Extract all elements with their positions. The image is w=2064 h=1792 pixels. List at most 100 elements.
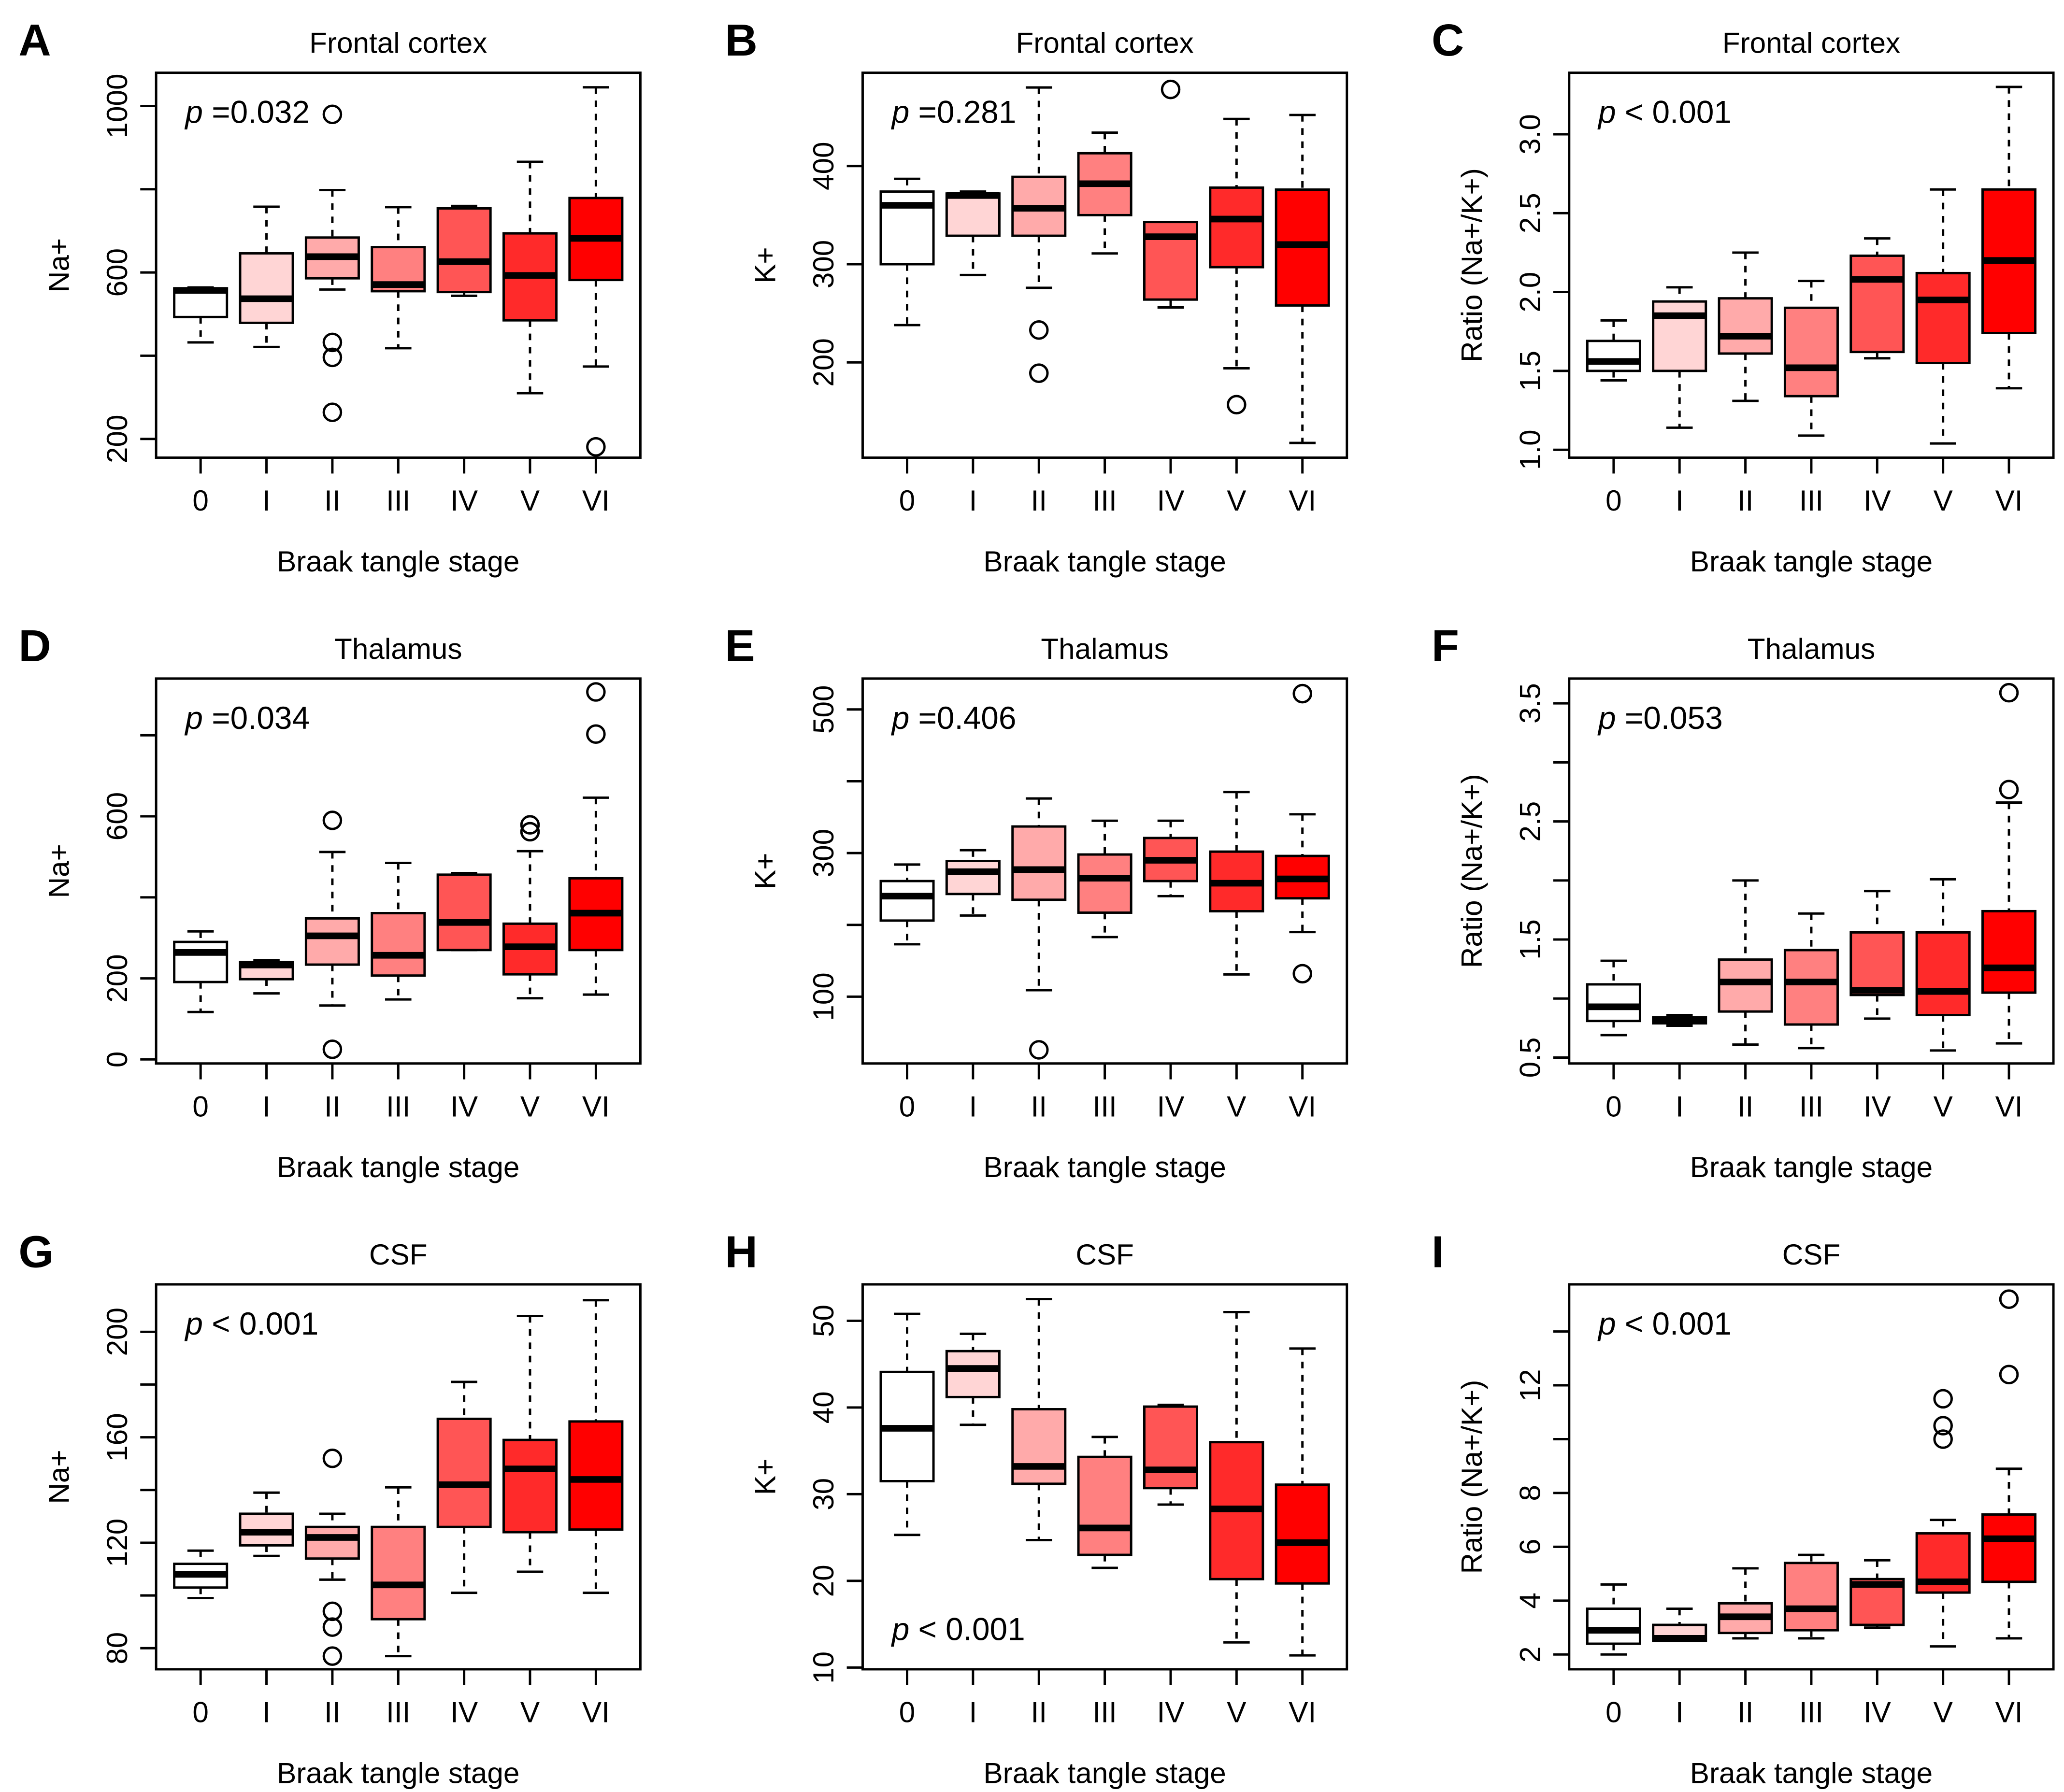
box-stage-ii	[1718, 1567, 1773, 1640]
y-tick-label: 200	[807, 338, 840, 387]
iqr-box	[1586, 340, 1641, 372]
box-stage-i	[239, 205, 294, 348]
y-tick-label: 1000	[100, 74, 133, 139]
iqr-box	[1209, 186, 1264, 269]
iqr-box	[1981, 910, 2037, 994]
p-value-annotation: p < 0.001	[184, 1306, 318, 1341]
box-stage-0	[173, 930, 229, 1013]
x-axis-label: Braak tangle stage	[1690, 545, 1933, 578]
panel-label: B	[725, 15, 758, 65]
panel-c: C Frontal cortex 1.0 1.5 2.0 2.5 3.0 Ratio (Na+…	[1432, 15, 2055, 578]
p-value-annotation: p =0.406	[891, 700, 1017, 736]
y-tick-label: 8	[1514, 1485, 1547, 1501]
y-tick-label: 120	[100, 1519, 133, 1567]
panel-label: H	[725, 1226, 758, 1277]
box-stage-iii	[371, 1486, 426, 1658]
box-stage-iv	[1143, 1404, 1198, 1506]
p-symbol: p	[1597, 700, 1625, 736]
panel-title: Frontal cortex	[309, 27, 487, 59]
y-axis-label: Na+	[42, 844, 75, 898]
x-tick-label: 0	[192, 1695, 209, 1728]
plot-frame	[861, 71, 1348, 459]
p-value-text: =0.034	[212, 700, 310, 736]
box-stage-v	[1209, 117, 1264, 414]
iqr-box	[879, 880, 935, 922]
iqr-box	[1915, 931, 1971, 1016]
x-tick-label: V	[1934, 484, 1953, 517]
panel-title: Frontal cortex	[1016, 27, 1193, 59]
outlier-point	[1999, 1289, 2019, 1309]
outlier-point	[322, 347, 343, 368]
iqr-box	[1586, 983, 1641, 1023]
box-stage-iv	[436, 1380, 492, 1594]
box-stage-0	[879, 863, 935, 946]
x-axis-label: Braak tangle stage	[983, 1151, 1226, 1183]
iqr-box	[1011, 1408, 1067, 1485]
x-tick-label: VI	[1289, 1695, 1316, 1728]
box-stage-vi	[568, 1299, 624, 1594]
y-tick-label: 1.0	[1514, 429, 1547, 470]
outlier-point	[586, 724, 606, 744]
y-tick-label: 200	[100, 1308, 133, 1356]
x-tick-label: IV	[450, 1090, 478, 1123]
box-stage-i	[945, 190, 1001, 276]
y-tick-label: 400	[807, 142, 840, 190]
outlier-point	[322, 1039, 343, 1059]
x-axis-label: Braak tangle stage	[277, 1151, 519, 1183]
box-stage-vi	[1275, 114, 1330, 444]
box-stage-iv	[1849, 1559, 1905, 1629]
p-value-annotation: p < 0.001	[891, 1612, 1025, 1647]
outlier-point	[322, 1449, 343, 1468]
outlier-point	[1161, 79, 1181, 100]
outlier-point	[1029, 1040, 1049, 1060]
box-stage-i	[1652, 1014, 1707, 1027]
y-tick-label: 2	[1514, 1647, 1547, 1663]
box-stage-iv	[436, 204, 492, 297]
outlier-point	[1999, 683, 2019, 703]
x-tick-label: V	[1934, 1695, 1953, 1728]
iqr-box	[1718, 297, 1773, 355]
y-tick-label: 3.0	[1514, 114, 1547, 155]
x-tick-label: I	[969, 1695, 977, 1728]
y-axis-label: K+	[749, 853, 782, 889]
p-symbol: p	[1597, 1306, 1625, 1341]
outlier-point	[586, 437, 606, 457]
box-stage-i	[945, 849, 1001, 917]
box-stage-iii	[1783, 1553, 1839, 1640]
plot-frame	[155, 677, 642, 1065]
box-stage-ii	[1011, 86, 1067, 383]
x-tick-label: III	[1799, 484, 1823, 517]
box-stage-ii	[1718, 879, 1773, 1046]
iqr-box	[436, 1417, 492, 1528]
x-tick-label: VI	[1995, 1695, 2023, 1728]
box-stage-0	[173, 286, 229, 344]
panel-title: Frontal cortex	[1722, 27, 1900, 59]
outlier-point	[1292, 683, 1312, 704]
y-tick-label: 200	[100, 954, 133, 1002]
p-value-annotation: p =0.032	[184, 95, 310, 130]
x-tick-label: I	[262, 1090, 271, 1123]
x-tick-label: IV	[450, 1695, 478, 1728]
box-stage-i	[945, 1332, 1001, 1426]
x-tick-label: I	[969, 484, 977, 517]
x-tick-label: VI	[1289, 1090, 1316, 1123]
y-tick-label: 300	[807, 240, 840, 289]
x-tick-label: I	[262, 1695, 271, 1728]
y-tick-label: 30	[807, 1478, 840, 1510]
p-value-text: =0.053	[1625, 700, 1723, 736]
x-tick-label: II	[324, 1090, 340, 1123]
y-tick-label: 3.5	[1514, 683, 1547, 724]
outlier-point	[520, 822, 540, 842]
outlier-point	[1029, 363, 1049, 383]
p-symbol: p	[891, 95, 918, 130]
x-tick-label: III	[1093, 1695, 1117, 1728]
panel-label: I	[1432, 1226, 1444, 1277]
p-value-annotation: p =0.034	[184, 700, 310, 736]
x-tick-label: II	[1031, 1090, 1047, 1123]
box-stage-iv	[1143, 79, 1198, 309]
box-stage-vi	[1981, 1289, 2037, 1640]
box-stage-v	[1209, 1311, 1264, 1644]
